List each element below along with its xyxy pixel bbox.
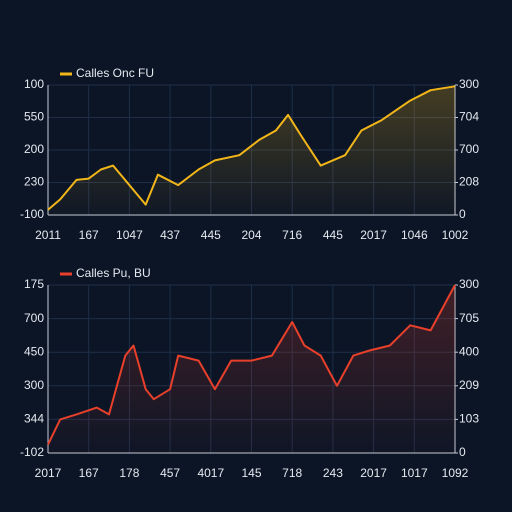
- x-tick-label: 1046: [401, 228, 428, 242]
- y2-tick-label: 0: [459, 207, 466, 221]
- y-tick-label: 200: [24, 142, 44, 156]
- x-tick-label: 1002: [442, 228, 469, 242]
- x-tick-label: 243: [323, 466, 343, 480]
- x-tick-label: 145: [241, 466, 261, 480]
- line: [47, 284, 456, 446]
- x-tick-label: 445: [201, 228, 221, 242]
- y2-tick-label: 0: [459, 445, 466, 459]
- y2-tick-label: 208: [459, 175, 479, 189]
- x-tick-label: 4017: [197, 466, 224, 480]
- x-tick-label: 2017: [360, 466, 387, 480]
- y2-tick-label: 700: [459, 142, 479, 156]
- x-tick-label: 1092: [442, 466, 469, 480]
- x-tick-label: 1017: [401, 466, 428, 480]
- y2-tick-label: 705: [459, 311, 479, 325]
- x-tick-label: 457: [160, 466, 180, 480]
- y-tick-label: 450: [24, 344, 44, 358]
- y2-tick-label: 209: [459, 378, 479, 392]
- x-tick-label: 716: [282, 228, 302, 242]
- x-tick-label: 2017: [35, 466, 62, 480]
- y2-tick-label: 103: [459, 412, 479, 426]
- y-tick-label: 100: [24, 77, 44, 91]
- y-tick-label: 175: [24, 277, 44, 291]
- x-tick-label: 167: [79, 466, 99, 480]
- area: [48, 285, 455, 453]
- x-tick-label: 1047: [116, 228, 143, 242]
- y2-tick-label: 300: [459, 77, 479, 91]
- x-tick-label: 718: [282, 466, 302, 480]
- y-tick-label: 550: [24, 110, 44, 124]
- x-tick-label: 204: [241, 228, 261, 242]
- line: [47, 85, 456, 211]
- area: [48, 86, 455, 215]
- legend-label: Calles Onc FU: [76, 66, 154, 80]
- x-tick-label: 178: [119, 466, 139, 480]
- x-tick-label: 167: [79, 228, 99, 242]
- y2-tick-label: 300: [459, 277, 479, 291]
- x-tick-label: 2011: [35, 228, 61, 242]
- x-tick-label: 437: [160, 228, 180, 242]
- y2-tick-label: 704: [459, 110, 479, 124]
- legend-label: Calles Pu, BU: [76, 266, 151, 280]
- y-tick-label: 344: [24, 412, 44, 426]
- y-tick-label: -102: [20, 445, 44, 459]
- x-tick-label: 2017: [360, 228, 387, 242]
- y-tick-label: -100: [20, 207, 44, 221]
- y2-tick-label: 400: [459, 344, 479, 358]
- y-tick-label: 700: [24, 311, 44, 325]
- y-tick-label: 300: [24, 378, 44, 392]
- x-tick-label: 445: [323, 228, 343, 242]
- y-tick-label: 230: [24, 175, 44, 189]
